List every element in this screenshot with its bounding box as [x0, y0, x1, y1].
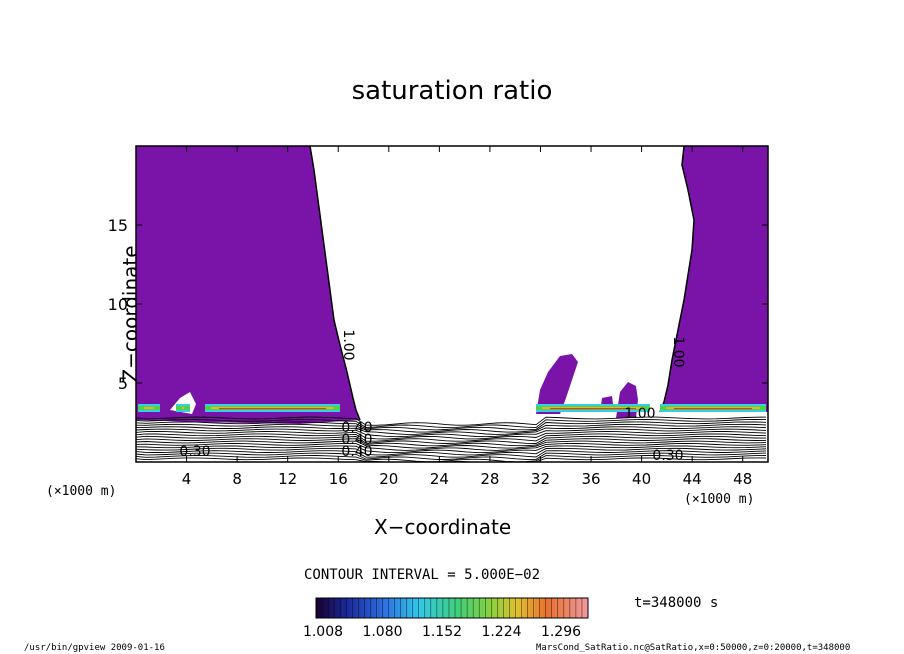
contour-line [136, 416, 767, 426]
band-orange [144, 407, 154, 409]
contour-label: 0.40 [341, 432, 372, 448]
x-tick-label: 32 [531, 470, 550, 488]
footer-right: MarsCond_SatRatio.nc@SatRatio,x=0:50000,… [536, 643, 851, 653]
contour-label: 0.40 [341, 444, 372, 460]
x-tick-label: 28 [480, 470, 499, 488]
band-red [674, 408, 752, 410]
x-tick-label: 36 [581, 470, 600, 488]
colorbar [315, 597, 589, 619]
contour-line [136, 445, 767, 454]
x-tick-label: 20 [379, 470, 398, 488]
contour-line [136, 431, 767, 440]
y-tick-label: 5 [118, 374, 128, 393]
x-tick-label: 24 [430, 470, 449, 488]
saturated-region-right [660, 146, 768, 412]
x-unit-right: (×1000 m) [684, 492, 755, 507]
contour-label: 1.00 [624, 406, 655, 422]
contour-line [136, 440, 767, 449]
colorbar-tick-label: 1.080 [362, 624, 402, 640]
y-tick-label: 15 [108, 216, 128, 235]
saturated-blob-1 [536, 354, 578, 414]
x-unit-left: (×1000 m) [46, 484, 117, 499]
x-tick-label: 44 [683, 470, 702, 488]
contour-label: 0.40 [341, 420, 372, 436]
footer-left: /usr/bin/gpview 2009-01-16 [24, 643, 165, 653]
colorbar-tick-label: 1.224 [481, 624, 521, 640]
contour-line [136, 450, 767, 458]
x-tick-label: 8 [232, 470, 242, 488]
contour-line [136, 447, 767, 456]
colorbar-tick-label: 1.152 [422, 624, 462, 640]
contour-label: 1.00 [670, 336, 686, 367]
contour-line [136, 455, 767, 462]
contour-line [136, 443, 767, 451]
band-red [550, 408, 636, 410]
contour-interval: CONTOUR INTERVAL = 5.000E−02 [304, 567, 541, 583]
contour-label: 1.00 [340, 329, 356, 360]
band-orange [182, 407, 184, 409]
boundary-contour [309, 146, 361, 421]
contour-line [136, 426, 767, 435]
saturated-region-left [136, 146, 360, 424]
x-tick-label: 16 [329, 470, 348, 488]
boundary-contour-right [659, 146, 695, 413]
contour-line [136, 421, 767, 431]
x-axis-label: X−coordinate [374, 515, 512, 539]
contour-label: 0.30 [652, 448, 683, 464]
colorbar-tick-label: 1.008 [303, 624, 343, 640]
time-label: t=348000 s [634, 595, 719, 611]
contour-line [136, 438, 767, 447]
band-red [219, 408, 326, 410]
contour-label: 0.30 [179, 444, 210, 460]
contour-line [136, 452, 767, 460]
y-tick-label: 10 [108, 295, 128, 314]
contour-line [136, 428, 767, 438]
colorbar-tick-label: 1.296 [541, 624, 581, 640]
x-tick-label: 4 [182, 470, 192, 488]
x-tick-label: 40 [632, 470, 651, 488]
contour-line [136, 435, 767, 444]
contour-line [136, 419, 767, 429]
contour-line [136, 433, 767, 442]
chart-title: saturation ratio [351, 76, 553, 106]
x-tick-label: 48 [733, 470, 752, 488]
x-tick-label: 12 [278, 470, 297, 488]
contour-line [136, 423, 767, 433]
